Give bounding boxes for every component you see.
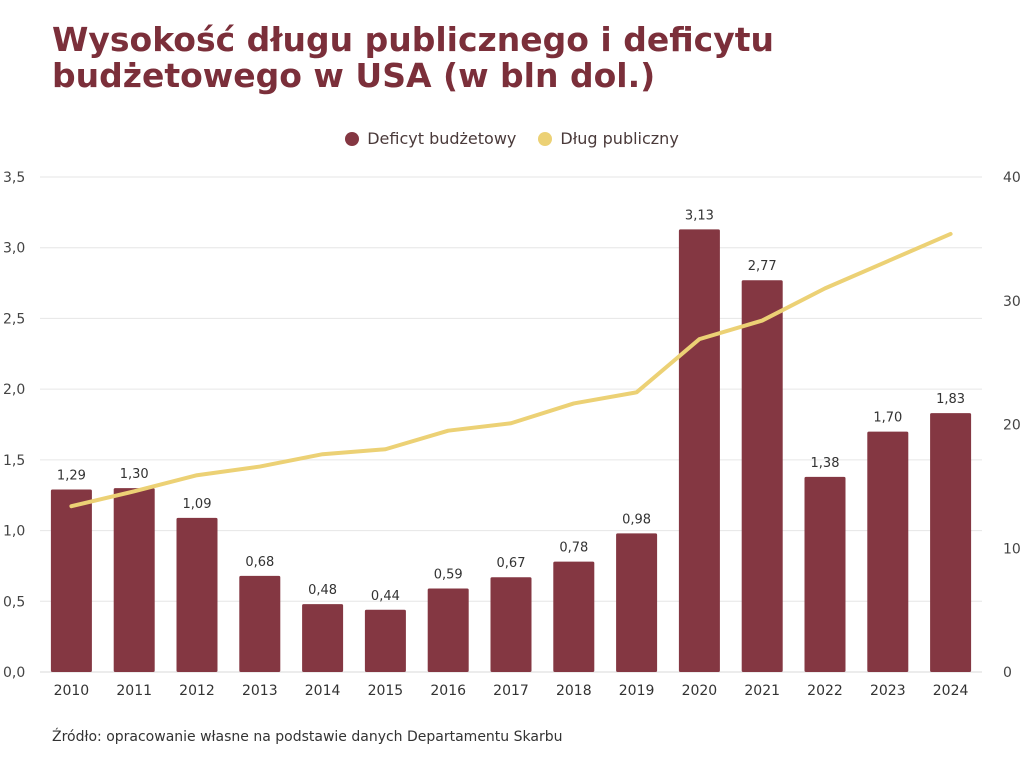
bar-data-label: 1,70 — [873, 411, 902, 426]
bar-deficit — [364, 609, 406, 672]
x-axis-tick-label: 2022 — [807, 683, 843, 699]
left-axis-tick-label: 1,5 — [3, 453, 25, 469]
bar-data-label: 0,67 — [497, 556, 526, 571]
bar-deficit — [302, 604, 344, 672]
bar-deficit — [930, 413, 972, 672]
legend-marker-debt — [538, 131, 553, 146]
x-axis-tick-label: 2019 — [619, 683, 655, 699]
bar-deficit — [176, 517, 218, 672]
legend-marker-deficit — [345, 131, 360, 146]
x-axis-tick-label: 2020 — [682, 683, 718, 699]
line-debt — [69, 231, 953, 509]
bar-data-label: 0,98 — [622, 512, 651, 527]
x-axis-tick-label: 2013 — [242, 683, 278, 699]
bar-data-label: 1,38 — [811, 456, 840, 471]
bar-data-label: 0,68 — [245, 555, 274, 570]
left-axis-tick-label: 3,5 — [3, 170, 25, 186]
x-axis-tick-label: 2011 — [116, 683, 152, 699]
left-axis-tick-label: 1,0 — [3, 524, 25, 540]
bar-data-label: 0,48 — [308, 583, 337, 598]
bar-deficit — [490, 577, 532, 672]
bar-deficit — [113, 488, 155, 672]
x-axis-tick-label: 2018 — [556, 683, 592, 699]
left-axis-tick-label: 2,0 — [3, 382, 25, 398]
x-axis-tick-label: 2016 — [430, 683, 466, 699]
legend-item-debt: Dług publiczny — [538, 129, 679, 148]
x-axis-tick-label: 2010 — [54, 683, 90, 699]
right-axis-tick-label: 0 — [1003, 665, 1012, 681]
legend-label-deficit: Deficyt budżetowy — [367, 129, 517, 148]
left-axis-tick-label: 0,5 — [3, 594, 25, 610]
legend-item-deficit: Deficyt budżetowy — [345, 129, 516, 148]
x-axis-tick-label: 2021 — [744, 683, 780, 699]
bar-data-label: 3,13 — [685, 208, 714, 223]
bar-data-label: 2,77 — [748, 259, 777, 274]
bar-data-label: 0,59 — [434, 568, 463, 583]
source-note: Źródło: opracowanie własne na podstawie … — [52, 729, 563, 745]
x-axis-tick-label: 2017 — [493, 683, 529, 699]
chart-title: Wysokość długu publicznego i deficytu bu… — [52, 20, 775, 95]
bar-deficit — [678, 229, 720, 673]
x-axis-tick-label: 2012 — [179, 683, 215, 699]
bar-deficit — [804, 476, 846, 672]
left-axis-tick-label: 0,0 — [3, 665, 25, 681]
bar-data-label: 1,83 — [936, 392, 965, 407]
x-axis-tick-label: 2023 — [870, 683, 906, 699]
bar-data-label: 0,44 — [371, 589, 400, 604]
x-axis-tick-label: 2014 — [305, 683, 341, 699]
bar-data-label: 0,78 — [559, 541, 588, 556]
bar-deficit — [50, 489, 92, 672]
x-axis-tick-label: 2015 — [368, 683, 404, 699]
bar-deficit — [427, 588, 469, 672]
bar-deficit — [867, 431, 909, 672]
legend: Deficyt budżetowy Dług publiczny — [0, 129, 1024, 148]
bar-deficit — [553, 561, 595, 672]
right-axis-tick-label: 20 — [1003, 418, 1021, 434]
bar-deficit — [239, 575, 281, 672]
left-axis-tick-label: 3,0 — [3, 241, 25, 257]
legend-label-debt: Dług publiczny — [560, 129, 679, 148]
x-axis-tick-label: 2024 — [933, 683, 969, 699]
bar-data-label: 1,30 — [120, 467, 149, 482]
bar-deficit — [741, 280, 783, 672]
left-axis-tick-label: 2,5 — [3, 311, 25, 327]
bar-data-label: 1,29 — [57, 469, 86, 484]
right-axis-tick-label: 40 — [1003, 170, 1021, 186]
bar-deficit — [616, 533, 658, 672]
right-axis-tick-label: 30 — [1003, 294, 1021, 310]
bar-data-label: 1,09 — [183, 497, 212, 512]
right-axis-tick-label: 10 — [1003, 541, 1021, 557]
